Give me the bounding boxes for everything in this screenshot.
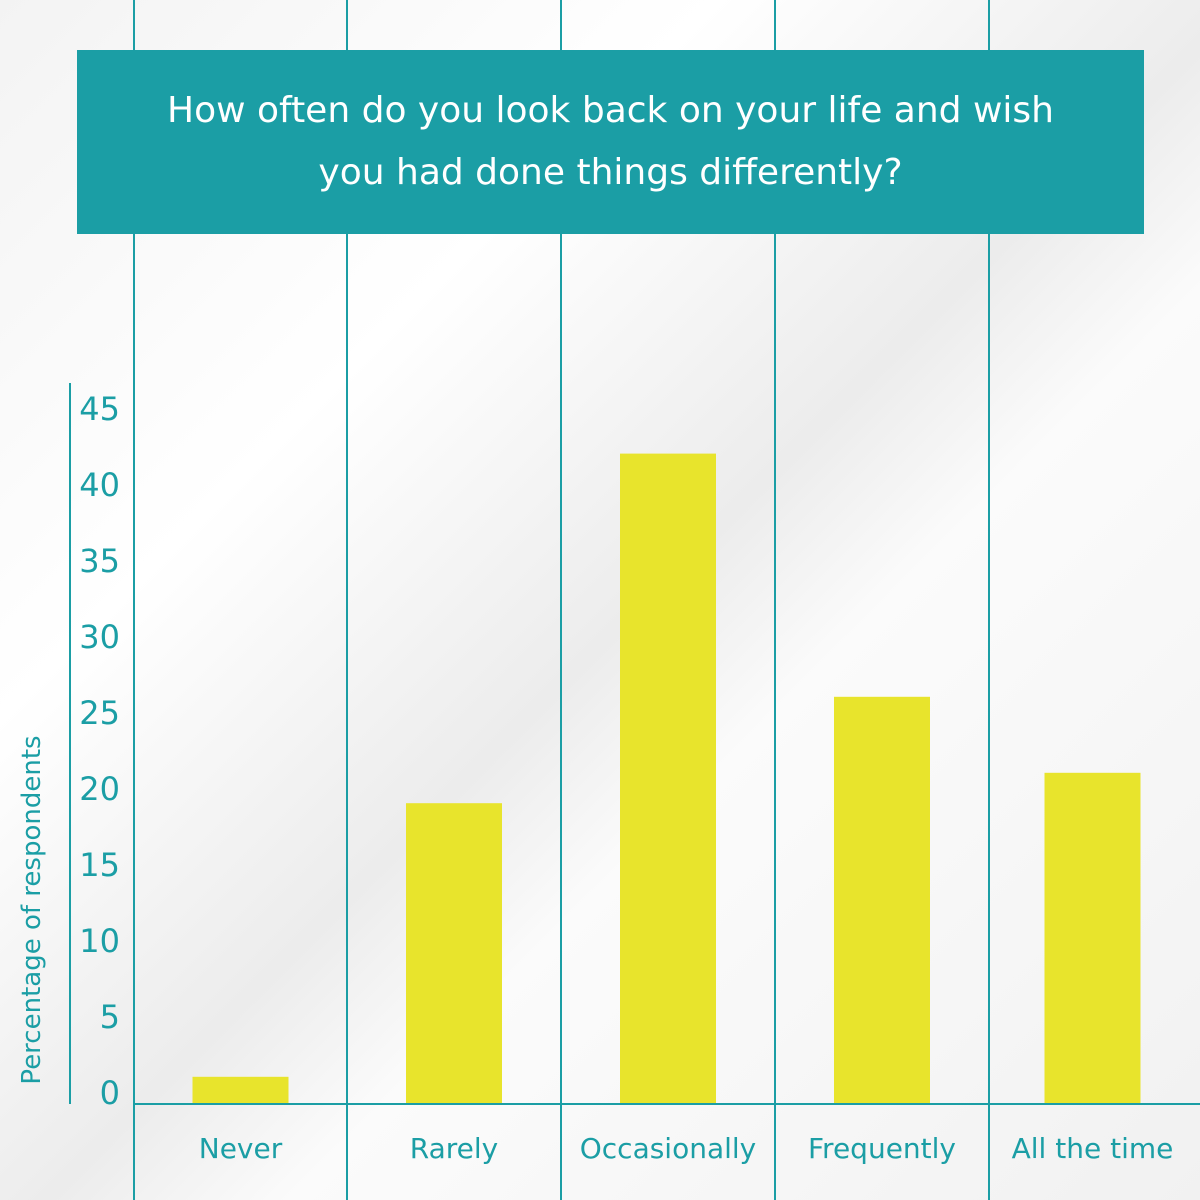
y-tick-label: 35 bbox=[79, 542, 120, 580]
chart-title: How often do you look back on your life … bbox=[167, 90, 1054, 193]
x-tick-label: All the time bbox=[1012, 1132, 1174, 1165]
bar-never bbox=[192, 1076, 289, 1104]
bar-rarely bbox=[406, 803, 502, 1104]
title-banner: How often do you look back on your life … bbox=[77, 50, 1144, 234]
bar-all-the-time bbox=[1044, 772, 1141, 1104]
y-tick-label: 15 bbox=[79, 846, 120, 884]
y-axis-label: Percentage of respondents bbox=[17, 735, 47, 1084]
y-tick-label: 20 bbox=[79, 770, 120, 808]
x-tick-label: Never bbox=[199, 1132, 283, 1165]
bar-occasionally bbox=[620, 453, 716, 1105]
y-tick-label: 45 bbox=[79, 390, 120, 428]
x-tick-label: Rarely bbox=[410, 1132, 498, 1165]
y-tick-label: 30 bbox=[79, 618, 120, 656]
y-tick-label: 0 bbox=[100, 1074, 120, 1112]
y-tick-label: 10 bbox=[79, 922, 120, 960]
y-tick-label: 40 bbox=[79, 466, 120, 504]
x-tick-label: Frequently bbox=[808, 1132, 956, 1165]
bar-frequently bbox=[834, 696, 930, 1104]
x-tick-label: Occasionally bbox=[580, 1132, 757, 1165]
y-tick-label: 25 bbox=[79, 694, 120, 732]
y-tick-label: 5 bbox=[100, 998, 120, 1036]
